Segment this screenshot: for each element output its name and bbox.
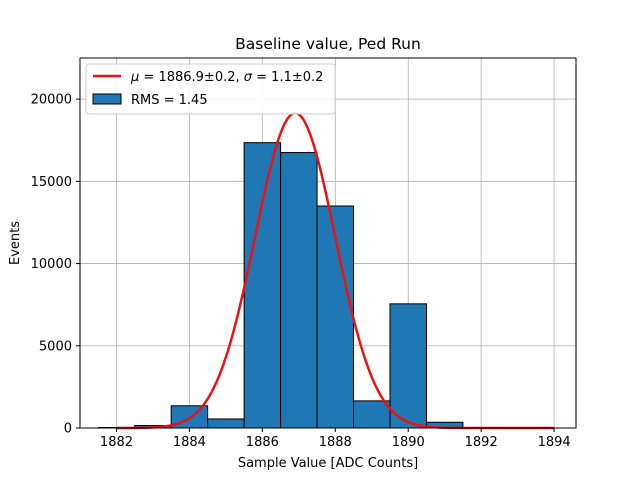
x-tick-label: 1884 [173,435,206,450]
y-tick-label: 5000 [39,339,72,354]
x-tick-label: 1882 [100,435,133,450]
x-tick-label: 1890 [392,435,425,450]
y-tick-label: 15000 [31,175,72,190]
y-axis-ticks: 0 5000 10000 15000 20000 [31,93,80,437]
x-tick-label: 1886 [246,435,279,450]
histogram-bar [207,418,245,429]
y-tick-label: 10000 [31,257,72,272]
histogram-bar [389,303,427,429]
x-tick-label: 1888 [319,435,352,450]
legend-hist-label: RMS = 1.45 [131,93,208,108]
x-tick-label: 1894 [538,435,571,450]
chart-title: Baseline value, Ped Run [235,35,421,53]
legend-box [85,63,336,115]
x-tick-label: 1892 [465,435,498,450]
histogram-bar [353,400,391,429]
legend-fit-label: μ = 1886.9±0.2, σ = 1.1±0.2 [130,70,323,85]
y-tick-label: 0 [64,422,72,437]
plot-frame [79,57,577,429]
x-axis-ticks: 1882 1884 1886 1888 1890 1892 1894 [100,428,571,450]
legend: μ = 1886.9±0.2, σ = 1.1±0.2 RMS = 1.45 [85,63,336,115]
legend-hist-swatch [92,93,122,105]
y-axis-label: Events [8,221,23,265]
x-axis-label: Sample Value [ADC Counts] [238,456,418,471]
histogram-bar [243,142,282,429]
histogram-bar [280,152,318,429]
y-tick-label: 20000 [31,93,72,108]
